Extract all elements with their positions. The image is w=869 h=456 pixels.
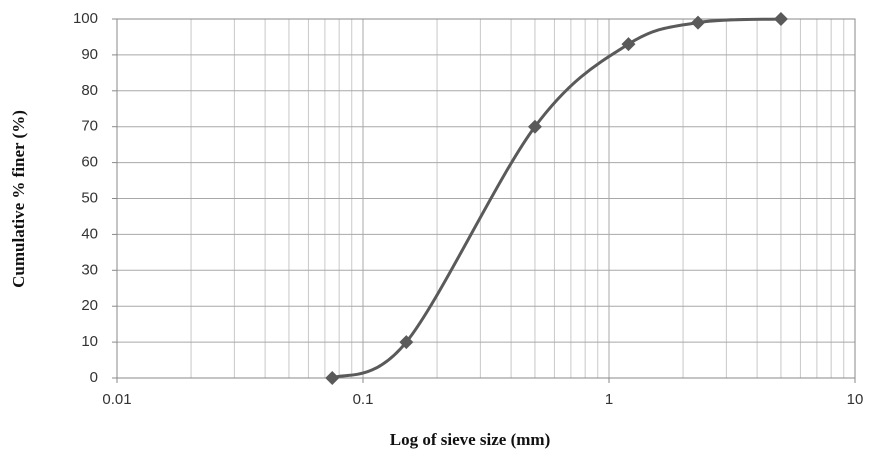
data-point [690, 15, 705, 30]
y-tick-label: 90 [81, 46, 98, 63]
y-tick-label: 40 [81, 225, 98, 242]
y-tick-label: 100 [73, 10, 98, 27]
data-point [399, 335, 414, 350]
data-point [325, 371, 340, 385]
y-tick-label: 80 [81, 82, 98, 99]
x-tick-label: 0.1 [353, 391, 374, 408]
y-tick-label: 10 [81, 333, 98, 350]
x-tick-label: 1 [605, 391, 613, 408]
x-tick-label: 10 [847, 391, 864, 408]
y-axis-title: Cumulative % finer (%) [9, 110, 28, 288]
y-tick-label: 20 [81, 297, 98, 314]
x-axis-title: Log of sieve size (mm) [390, 430, 551, 449]
data-point [773, 12, 788, 26]
y-tick-label: 50 [81, 189, 98, 206]
y-tick-label: 70 [81, 118, 98, 135]
plot-frame [116, 18, 856, 379]
y-tick-label: 30 [81, 261, 98, 278]
data-point [621, 37, 636, 52]
y-tick-label: 60 [81, 154, 98, 171]
x-tick-label: 0.01 [102, 391, 131, 408]
data-point [527, 119, 542, 134]
y-tick-label: 0 [90, 369, 98, 386]
